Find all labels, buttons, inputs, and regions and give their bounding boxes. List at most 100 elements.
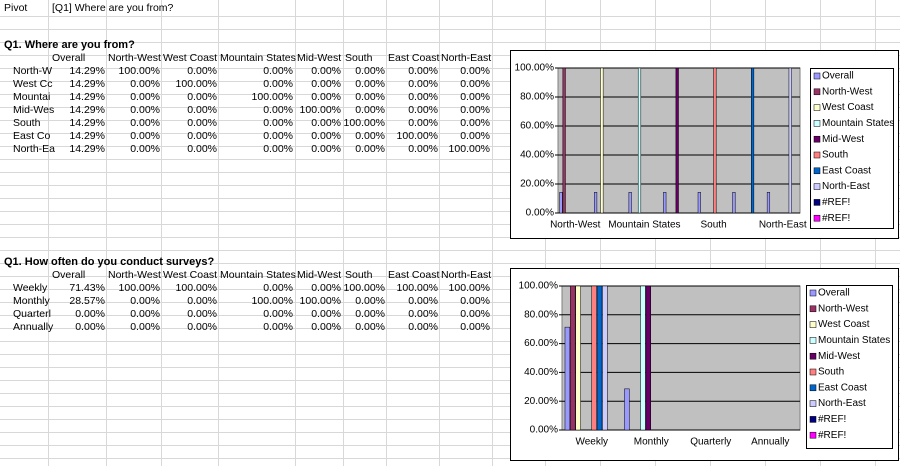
cell: 0.00% xyxy=(460,117,490,129)
legend-label: Mountain States xyxy=(818,335,890,346)
cell: 0.00% xyxy=(263,308,293,320)
column-header: North-West xyxy=(108,269,161,281)
legend-label: East Coast xyxy=(818,382,867,393)
bar xyxy=(575,285,581,431)
y-tick-label: 60.00% xyxy=(520,121,554,132)
bar xyxy=(637,67,642,214)
legend-label: #REF! xyxy=(818,414,846,425)
legend-swatch xyxy=(813,214,821,222)
bar xyxy=(713,67,717,214)
cell: 0.00% xyxy=(130,117,160,129)
cell: 0.00% xyxy=(263,104,293,116)
cell: 100.00% xyxy=(300,104,341,116)
cell: 14.29% xyxy=(69,78,105,90)
legend-label: North-West xyxy=(818,303,869,314)
cell: 100.00% xyxy=(252,91,293,103)
legend-label: #REF! xyxy=(818,430,846,441)
column-header: North-West xyxy=(108,52,161,64)
legend-swatch xyxy=(809,321,817,328)
cell: 0.00% xyxy=(408,321,438,333)
legend-label: South xyxy=(818,367,844,378)
cell: 0.00% xyxy=(263,143,293,155)
cell: 100.00% xyxy=(397,282,438,294)
bar xyxy=(645,285,652,431)
cell: 0.00% xyxy=(311,117,341,129)
legend-swatch xyxy=(813,167,821,175)
cell: 100.00% xyxy=(449,143,490,155)
y-tick-label: 40.00% xyxy=(524,367,558,378)
column-header: East Coast xyxy=(388,52,439,64)
y-tick-label: 20.00% xyxy=(520,179,554,190)
bar xyxy=(602,285,608,431)
row-label: North-W xyxy=(13,65,52,77)
cell: 0.00% xyxy=(460,91,490,103)
cell: 0.00% xyxy=(311,130,341,142)
x-tick-label: North-West xyxy=(550,220,601,231)
cell: 0.00% xyxy=(355,91,385,103)
column-header: Mountain States xyxy=(220,52,296,64)
bar xyxy=(675,67,679,214)
bar xyxy=(663,192,667,214)
cell: 0.00% xyxy=(311,143,341,155)
cell: 0.00% xyxy=(408,295,438,307)
y-tick-label: 20.00% xyxy=(524,396,558,407)
row-label: Annually xyxy=(13,321,54,333)
cell: 0.00% xyxy=(130,308,160,320)
legend-swatch xyxy=(813,120,821,127)
pivot-label: Pivot xyxy=(4,2,27,14)
column-header: North-East xyxy=(441,269,491,281)
legend-swatch xyxy=(813,72,821,80)
legend-label: North-West xyxy=(822,86,873,97)
column-header: Overall xyxy=(52,269,85,281)
legend-swatch xyxy=(813,88,821,96)
cell: 0.00% xyxy=(263,130,293,142)
cell: 0.00% xyxy=(187,321,217,333)
cell: 0.00% xyxy=(460,308,490,320)
x-tick-label: Quarterly xyxy=(690,437,731,448)
cell: 0.00% xyxy=(408,104,438,116)
cell: 0.00% xyxy=(130,321,160,333)
cell: 0.00% xyxy=(130,143,160,155)
legend-label: West Coast xyxy=(822,102,874,113)
cell: 0.00% xyxy=(187,91,217,103)
row-label: Mountai xyxy=(13,91,50,103)
column-header: North-East xyxy=(441,52,491,64)
legend-label: Overall xyxy=(822,71,854,82)
cell: 0.00% xyxy=(408,308,438,320)
row-label: South xyxy=(13,117,41,129)
cell: 0.00% xyxy=(75,321,105,333)
cell: 0.00% xyxy=(187,308,217,320)
bar xyxy=(559,192,563,214)
plot-area xyxy=(557,67,801,214)
cell: 14.29% xyxy=(69,91,105,103)
cell: 100.00% xyxy=(176,78,217,90)
cell: 0.00% xyxy=(263,321,293,333)
legend-swatch xyxy=(813,135,821,143)
cell: 0.00% xyxy=(460,78,490,90)
pivot-question: [Q1] Where are you from? xyxy=(52,2,174,14)
column-header: West Coast xyxy=(163,52,217,64)
bar xyxy=(594,192,598,214)
legend-swatch xyxy=(809,368,817,376)
y-tick-label: 0.00% xyxy=(530,425,558,436)
row-label: Quarterl xyxy=(13,308,51,320)
cell: 14.29% xyxy=(69,143,105,155)
legend-swatch xyxy=(809,352,817,360)
bar xyxy=(766,192,771,214)
cell: 0.00% xyxy=(355,104,385,116)
cell: 0.00% xyxy=(408,78,438,90)
cell: 100.00% xyxy=(344,282,385,294)
cell: 0.00% xyxy=(408,143,438,155)
cell: 0.00% xyxy=(187,295,217,307)
bar xyxy=(562,67,566,214)
legend-swatch xyxy=(813,151,821,159)
cell: 100.00% xyxy=(344,117,385,129)
legend-label: North-East xyxy=(822,181,870,192)
legend-label: East Coast xyxy=(822,165,871,176)
legend-swatch xyxy=(813,104,821,111)
cell: 100.00% xyxy=(300,295,341,307)
cell: 14.29% xyxy=(69,104,105,116)
cell: 100.00% xyxy=(176,282,217,294)
